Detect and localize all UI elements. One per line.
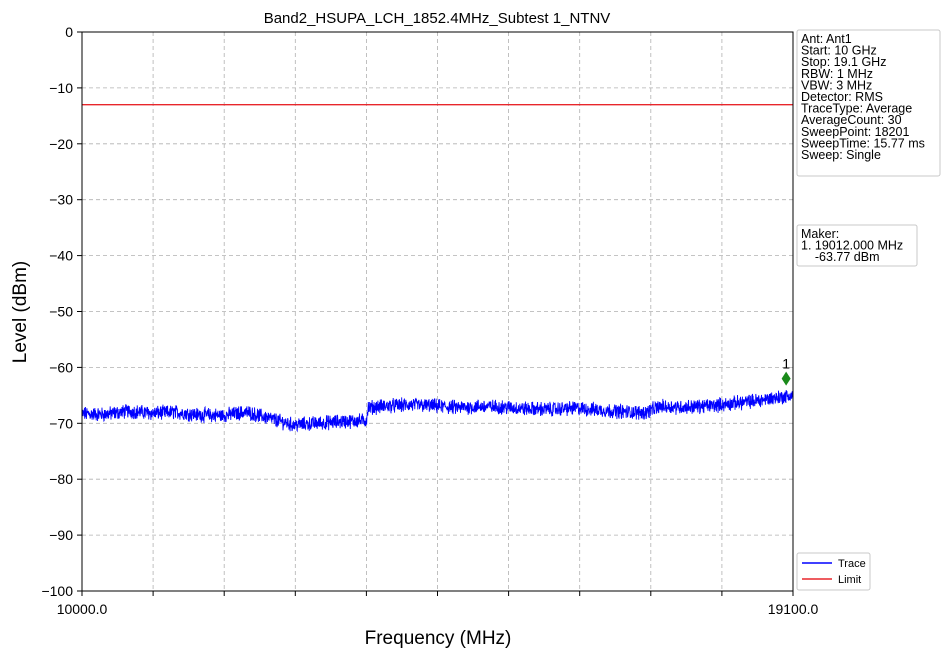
- legend-label: Trace: [838, 558, 866, 570]
- info-line: Stop: 19.1 GHz: [801, 55, 886, 69]
- y-axis-label: Level (dBm): [10, 261, 31, 363]
- info-line: TraceType: Average: [801, 102, 912, 116]
- marker-info-box: Maker:1. 19012.000 MHz -63.77 dBm: [796, 224, 918, 267]
- x-tick-label: 10000.0: [57, 601, 108, 617]
- series-layer: [81, 104, 794, 433]
- y-tick-label: −20: [49, 136, 73, 152]
- plot-frame: [81, 31, 794, 592]
- y-tick-label: −90: [49, 527, 73, 543]
- x-axis-label: Frequency (MHz): [365, 628, 512, 649]
- y-tick-label: −80: [49, 471, 73, 487]
- y-tick-label: −30: [49, 192, 73, 208]
- info-line: Ant: Ant1: [801, 32, 852, 46]
- grid: [82, 32, 793, 591]
- y-axis-ticks: 0 −10 −20 −30 −40 −50 −60 −70 −80 −90 −100: [41, 24, 82, 599]
- trace-line: [81, 390, 794, 433]
- info-line: Detector: RMS: [801, 90, 883, 104]
- marker-layer: 1: [781, 356, 791, 386]
- x-tick-label: 19100.0: [768, 601, 819, 617]
- info-line: AverageCount: 30: [801, 113, 902, 127]
- y-tick-label: −100: [41, 583, 73, 599]
- info-line: Start: 10 GHz: [801, 44, 877, 58]
- marker-info-line: -63.77 dBm: [801, 250, 880, 264]
- marker-diamond: [781, 371, 791, 386]
- y-tick-label: −10: [49, 80, 73, 96]
- marker-info-line: Maker:: [801, 227, 839, 241]
- marker-info-line: 1. 19012.000 MHz: [801, 239, 903, 253]
- info-line: SweepTime: 15.77 ms: [801, 136, 925, 150]
- info-line: Sweep: Single: [801, 148, 881, 162]
- info-line: SweepPoint: 18201: [801, 125, 909, 139]
- marker-label: 1: [782, 356, 790, 372]
- legend: Trace Limit: [796, 552, 871, 591]
- y-tick-label: −70: [49, 415, 73, 431]
- x-axis-ticks: 10000.0 19100.0: [57, 591, 819, 617]
- y-tick-label: 0: [65, 24, 73, 40]
- legend-label: Limit: [838, 574, 861, 586]
- y-tick-label: −60: [49, 359, 73, 375]
- y-tick-label: −40: [49, 248, 73, 264]
- y-tick-label: −50: [49, 304, 73, 320]
- info-line: RBW: 1 MHz: [801, 67, 873, 81]
- chart-title: Band2_HSUPA_LCH_1852.4MHz_Subtest 1_NTNV: [264, 10, 611, 27]
- info-line: VBW: 3 MHz: [801, 78, 872, 92]
